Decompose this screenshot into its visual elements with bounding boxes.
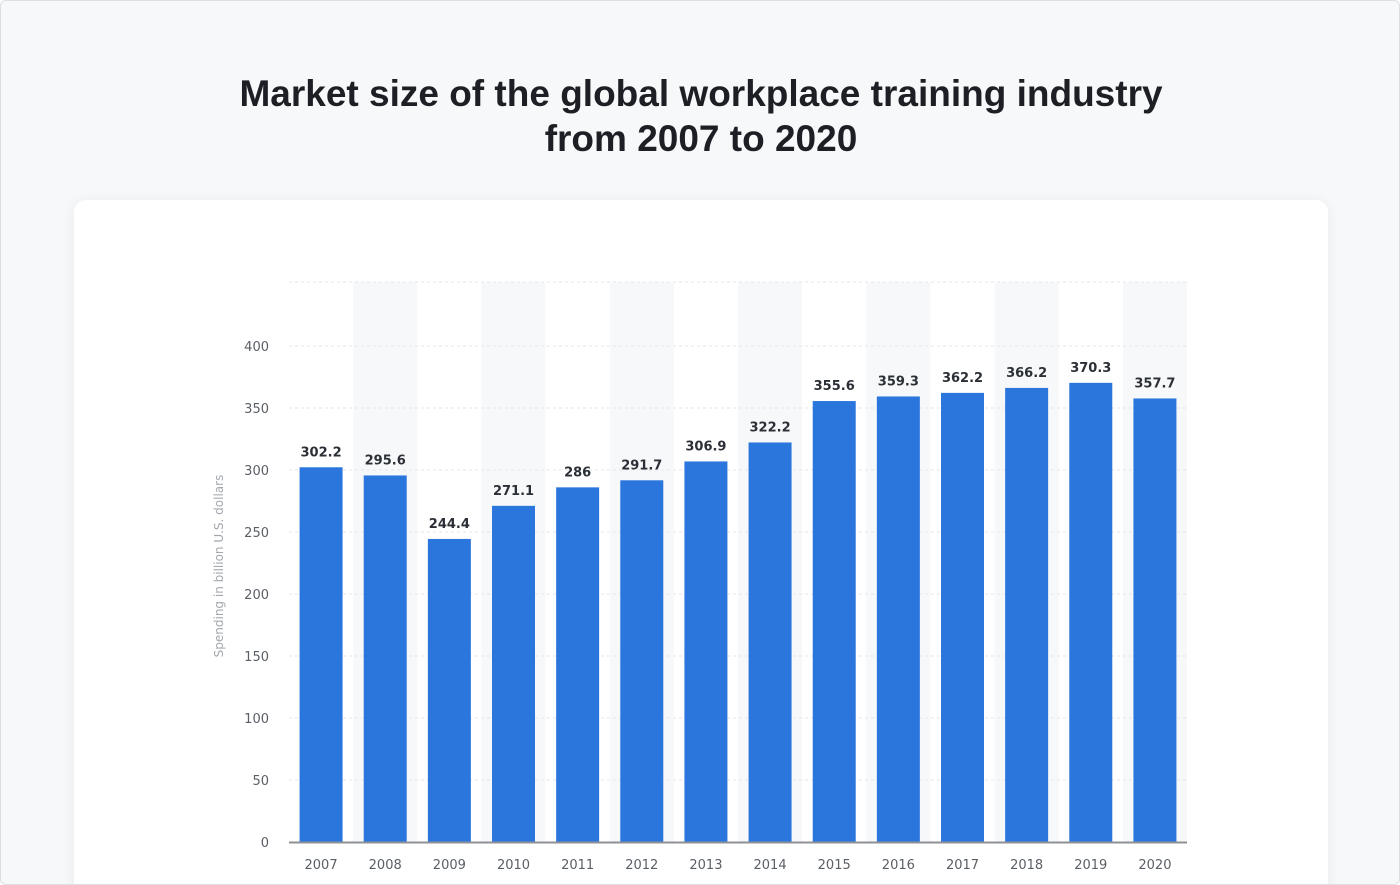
bar-2008 bbox=[363, 475, 407, 842]
bar-2010 bbox=[492, 505, 535, 842]
y-tick-label: 250 bbox=[244, 526, 269, 541]
value-label: 355.6 bbox=[814, 379, 855, 394]
x-tick-label: 2016 bbox=[882, 858, 915, 873]
value-label: 271.1 bbox=[493, 484, 534, 499]
x-tick-label: 2008 bbox=[369, 858, 402, 873]
x-tick-label: 2011 bbox=[561, 858, 594, 873]
value-label: 286 bbox=[564, 465, 591, 480]
bar-2007 bbox=[299, 467, 343, 842]
x-tick-label: 2010 bbox=[497, 858, 530, 873]
y-tick-label: 300 bbox=[244, 464, 269, 479]
y-tick-label: 200 bbox=[244, 588, 269, 603]
bar-2013 bbox=[684, 461, 728, 842]
x-tick-label: 2019 bbox=[1074, 858, 1107, 873]
value-label: 306.9 bbox=[685, 439, 726, 454]
x-tick-label: 2015 bbox=[818, 858, 851, 873]
y-axis-title: Spending in billion U.S. dollars bbox=[212, 475, 226, 658]
y-tick-label: 150 bbox=[244, 650, 269, 665]
title-line-2: from 2007 to 2020 bbox=[544, 118, 858, 159]
y-tick-label: 50 bbox=[252, 774, 269, 789]
x-tick-label: 2014 bbox=[754, 858, 787, 873]
x-tick-label: 2007 bbox=[305, 858, 338, 873]
bar-2015 bbox=[812, 401, 856, 842]
y-tick-label: 0 bbox=[261, 836, 269, 851]
bar-2017 bbox=[941, 392, 984, 842]
value-label: 244.4 bbox=[429, 517, 470, 532]
value-label: 370.3 bbox=[1070, 361, 1111, 376]
x-tick-label: 2017 bbox=[946, 858, 979, 873]
value-label: 366.2 bbox=[1006, 366, 1047, 381]
y-tick-label: 400 bbox=[244, 340, 269, 355]
value-label: 359.3 bbox=[878, 374, 919, 389]
bar-2012 bbox=[620, 480, 664, 842]
bar-2020 bbox=[1133, 398, 1177, 842]
x-tick-label: 2012 bbox=[625, 858, 658, 873]
bar-2018 bbox=[1005, 387, 1049, 842]
value-label: 362.2 bbox=[942, 371, 983, 386]
title-line-1: Market size of the global workplace trai… bbox=[239, 73, 1163, 114]
value-label: 295.6 bbox=[365, 453, 406, 468]
y-tick-label: 100 bbox=[244, 712, 269, 727]
bar-2016 bbox=[876, 396, 920, 842]
x-tick-label: 2009 bbox=[433, 858, 466, 873]
x-tick-label: 2018 bbox=[1010, 858, 1043, 873]
bar-2009 bbox=[427, 538, 471, 842]
x-tick-label: 2020 bbox=[1138, 858, 1171, 873]
bar-2014 bbox=[748, 442, 792, 842]
bar-2019 bbox=[1069, 382, 1113, 842]
y-tick-label: 350 bbox=[244, 402, 269, 417]
value-label: 322.2 bbox=[750, 420, 791, 435]
value-label: 291.7 bbox=[621, 458, 662, 473]
value-label: 302.2 bbox=[301, 445, 342, 460]
chart-title: Market size of the global workplace trai… bbox=[1, 71, 1399, 161]
bar-2011 bbox=[556, 487, 600, 842]
x-tick-label: 2013 bbox=[689, 858, 722, 873]
value-label: 357.7 bbox=[1134, 376, 1175, 391]
